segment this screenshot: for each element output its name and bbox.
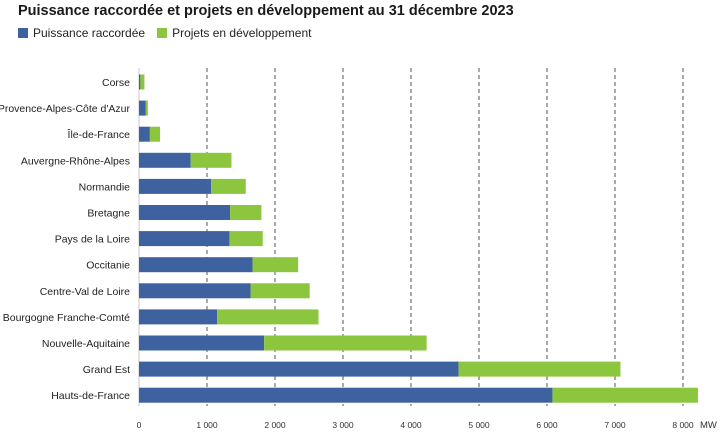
- legend-item-puissance-raccordee: Puissance raccordée: [18, 26, 145, 40]
- bar-0-12: [139, 387, 553, 403]
- category-label-7: Occitanie: [86, 260, 130, 272]
- bar-1-9: [217, 309, 319, 325]
- legend: Puissance raccordée Projets en développe…: [18, 26, 324, 40]
- bar-1-8: [250, 283, 310, 299]
- bar-0-3: [139, 152, 191, 168]
- category-label-5: Bretagne: [87, 208, 130, 220]
- category-label-0: Corse: [102, 77, 130, 89]
- category-label-1: Provence-Alpes-Côte d'Azur: [0, 103, 130, 115]
- bar-0-7: [139, 257, 253, 273]
- category-label-12: Hauts-de-France: [51, 390, 130, 402]
- x-tick-label-7: 7 000: [604, 420, 626, 430]
- category-label-4: Normandie: [79, 181, 131, 193]
- x-tick-label-2: 2 000: [264, 420, 286, 430]
- x-tick-label-1: 1 000: [196, 420, 218, 430]
- bar-0-4: [139, 178, 212, 194]
- x-tick-label-4: 4 000: [400, 420, 422, 430]
- bar-1-1: [145, 100, 148, 116]
- bar-0-2: [139, 126, 150, 142]
- x-tick-label-3: 3 000: [332, 420, 354, 430]
- bar-0-8: [139, 283, 251, 299]
- bar-1-2: [149, 126, 161, 142]
- legend-label-projets-en-developpement: Projets en développement: [172, 26, 312, 40]
- category-label-11: Grand Est: [83, 364, 130, 376]
- bar-0-0: [139, 74, 141, 90]
- x-tick-label-8: 8 000: [672, 420, 694, 430]
- legend-swatch-projets-en-developpement: [157, 28, 168, 38]
- bar-1-3: [190, 152, 232, 168]
- bar-1-10: [264, 335, 427, 351]
- bar-1-4: [211, 178, 246, 194]
- bar-1-6: [229, 231, 263, 247]
- bar-1-5: [230, 205, 262, 220]
- bar-0-11: [139, 361, 459, 377]
- category-label-6: Pays de la Loire: [55, 234, 130, 246]
- x-axis-unit: MW: [700, 420, 717, 431]
- bar-1-11: [458, 361, 621, 377]
- legend-label-puissance-raccordee: Puissance raccordée: [33, 26, 146, 40]
- category-label-9: Bourgogne Franche-Comté: [3, 312, 130, 324]
- bar-1-12: [552, 387, 698, 403]
- bar-1-0: [140, 74, 145, 90]
- category-label-8: Centre-Val de Loire: [40, 286, 130, 298]
- legend-item-projets-en-developpement: Projets en développement: [157, 26, 312, 40]
- category-label-10: Nouvelle-Aquitaine: [42, 338, 130, 350]
- x-tick-label-5: 5 000: [468, 420, 490, 430]
- legend-swatch-puissance-raccordee: [18, 28, 28, 38]
- category-label-3: Auvergne-Rhône-Alpes: [21, 155, 130, 167]
- x-tick-label-6: 6 000: [536, 420, 558, 430]
- chart-title: Puissance raccordée et projets en dévelo…: [18, 3, 514, 19]
- bar-0-1: [139, 100, 146, 116]
- bar-0-10: [139, 335, 265, 351]
- bar-0-5: [139, 205, 231, 220]
- x-tick-label-0: 0: [137, 420, 142, 430]
- category-label-2: Île-de-France: [67, 128, 131, 141]
- bar-1-7: [252, 257, 299, 273]
- bar-0-9: [139, 309, 218, 325]
- bar-0-6: [139, 231, 230, 247]
